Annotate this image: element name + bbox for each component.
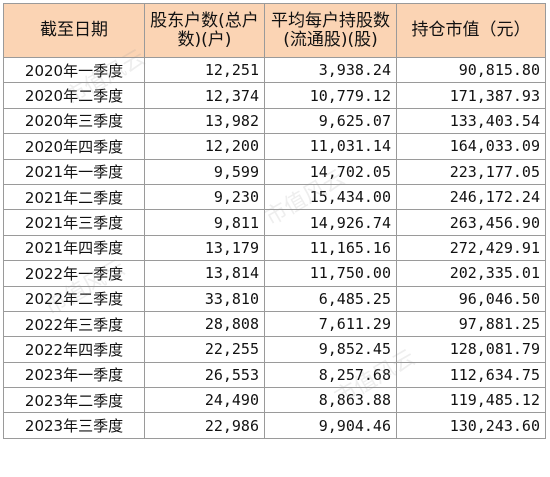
table-row: 2021年二季度 9,230 15,434.00 246,172.24 [3,183,546,211]
cell-market-value: 130,243.60 [396,412,546,439]
table-row: 2020年二季度 12,374 10,779.12 171,387.93 [3,82,546,109]
cell-avg-shares: 9,852.45 [264,336,397,363]
cell-avg-shares: 3,938.24 [264,56,397,84]
cell-date: 2023年一季度 [3,361,145,389]
cell-market-value: 97,881.25 [396,310,546,338]
cell-avg-shares: 11,165.16 [264,234,397,262]
header-date: 截至日期 [3,3,145,58]
cell-date: 2022年二季度 [3,285,145,312]
cell-date: 2021年二季度 [3,183,145,211]
cell-date: 2022年四季度 [3,336,145,363]
cell-date: 2020年三季度 [3,107,145,135]
cell-holders: 9,230 [144,183,265,211]
table-row: 2020年三季度 13,982 9,625.07 133,403.54 [3,107,546,135]
cell-market-value: 223,177.05 [396,158,546,185]
cell-market-value: 171,387.93 [396,82,546,109]
table-row: 2023年三季度 22,986 9,904.46 130,243.60 [3,412,546,439]
cell-market-value: 246,172.24 [396,183,546,211]
cell-date: 2021年三季度 [3,209,145,236]
cell-holders: 13,982 [144,107,265,135]
table-body: 2020年一季度 12,251 3,938.24 90,815.80 2020年二季度 1… [3,56,546,439]
header-holders: 股东户数(总户数)(户) [144,3,265,58]
cell-date: 2020年二季度 [3,82,145,109]
cell-holders: 13,814 [144,260,265,287]
table-row: 2023年二季度 24,490 8,863.88 119,485.12 [3,387,546,414]
cell-date: 2023年二季度 [3,387,145,414]
table-row: 2022年三季度 28,808 7,611.29 97,881.25 [3,310,546,338]
cell-date: 2020年一季度 [3,56,145,84]
cell-holders: 22,255 [144,336,265,363]
cell-avg-shares: 9,625.07 [264,107,397,135]
cell-holders: 13,179 [144,234,265,262]
cell-holders: 28,808 [144,310,265,338]
cell-holders: 24,490 [144,387,265,414]
table-row: 2022年一季度 13,814 11,750.00 202,335.01 [3,260,546,287]
cell-holders: 22,986 [144,412,265,439]
header-row: 截至日期 股东户数(总户数)(户) 平均每户持股数(流通股)(股) 持仓市值（元… [3,3,546,58]
cell-holders: 9,599 [144,158,265,185]
cell-date: 2021年一季度 [3,158,145,185]
cell-avg-shares: 9,904.46 [264,412,397,439]
table-row: 2021年四季度 13,179 11,165.16 272,429.91 [3,234,546,262]
cell-holders: 26,553 [144,361,265,389]
cell-market-value: 263,456.90 [396,209,546,236]
cell-market-value: 128,081.79 [396,336,546,363]
cell-market-value: 90,815.80 [396,56,546,84]
cell-holders: 9,811 [144,209,265,236]
table-row: 2021年一季度 9,599 14,702.05 223,177.05 [3,158,546,185]
table-row: 2022年四季度 22,255 9,852.45 128,081.79 [3,336,546,363]
cell-market-value: 164,033.09 [396,133,546,160]
table-row: 2021年三季度 9,811 14,926.74 263,456.90 [3,209,546,236]
cell-holders: 12,200 [144,133,265,160]
cell-holders: 12,251 [144,56,265,84]
cell-date: 2022年一季度 [3,260,145,287]
table-row: 2023年一季度 26,553 8,257.68 112,634.75 [3,361,546,389]
header-market-value: 持仓市值（元） [396,3,546,58]
cell-market-value: 272,429.91 [396,234,546,262]
cell-avg-shares: 15,434.00 [264,183,397,211]
cell-avg-shares: 10,779.12 [264,82,397,109]
cell-date: 2023年三季度 [3,412,145,439]
table-row: 2020年四季度 12,200 11,031.14 164,033.09 [3,133,546,160]
table-row: 2022年二季度 33,810 6,485.25 96,046.50 [3,285,546,312]
cell-date: 2022年三季度 [3,310,145,338]
cell-avg-shares: 11,031.14 [264,133,397,160]
shareholder-table: 截至日期 股东户数(总户数)(户) 平均每户持股数(流通股)(股) 持仓市值（元… [3,3,546,439]
cell-market-value: 133,403.54 [396,107,546,135]
cell-date: 2021年四季度 [3,234,145,262]
table-row: 2020年一季度 12,251 3,938.24 90,815.80 [3,56,546,84]
cell-avg-shares: 14,702.05 [264,158,397,185]
cell-avg-shares: 8,863.88 [264,387,397,414]
cell-market-value: 202,335.01 [396,260,546,287]
cell-market-value: 112,634.75 [396,361,546,389]
cell-avg-shares: 7,611.29 [264,310,397,338]
cell-holders: 33,810 [144,285,265,312]
cell-holders: 12,374 [144,82,265,109]
cell-avg-shares: 11,750.00 [264,260,397,287]
cell-market-value: 96,046.50 [396,285,546,312]
cell-date: 2020年四季度 [3,133,145,160]
cell-avg-shares: 6,485.25 [264,285,397,312]
cell-avg-shares: 14,926.74 [264,209,397,236]
cell-market-value: 119,485.12 [396,387,546,414]
header-avg-shares: 平均每户持股数(流通股)(股) [264,3,397,58]
cell-avg-shares: 8,257.68 [264,361,397,389]
